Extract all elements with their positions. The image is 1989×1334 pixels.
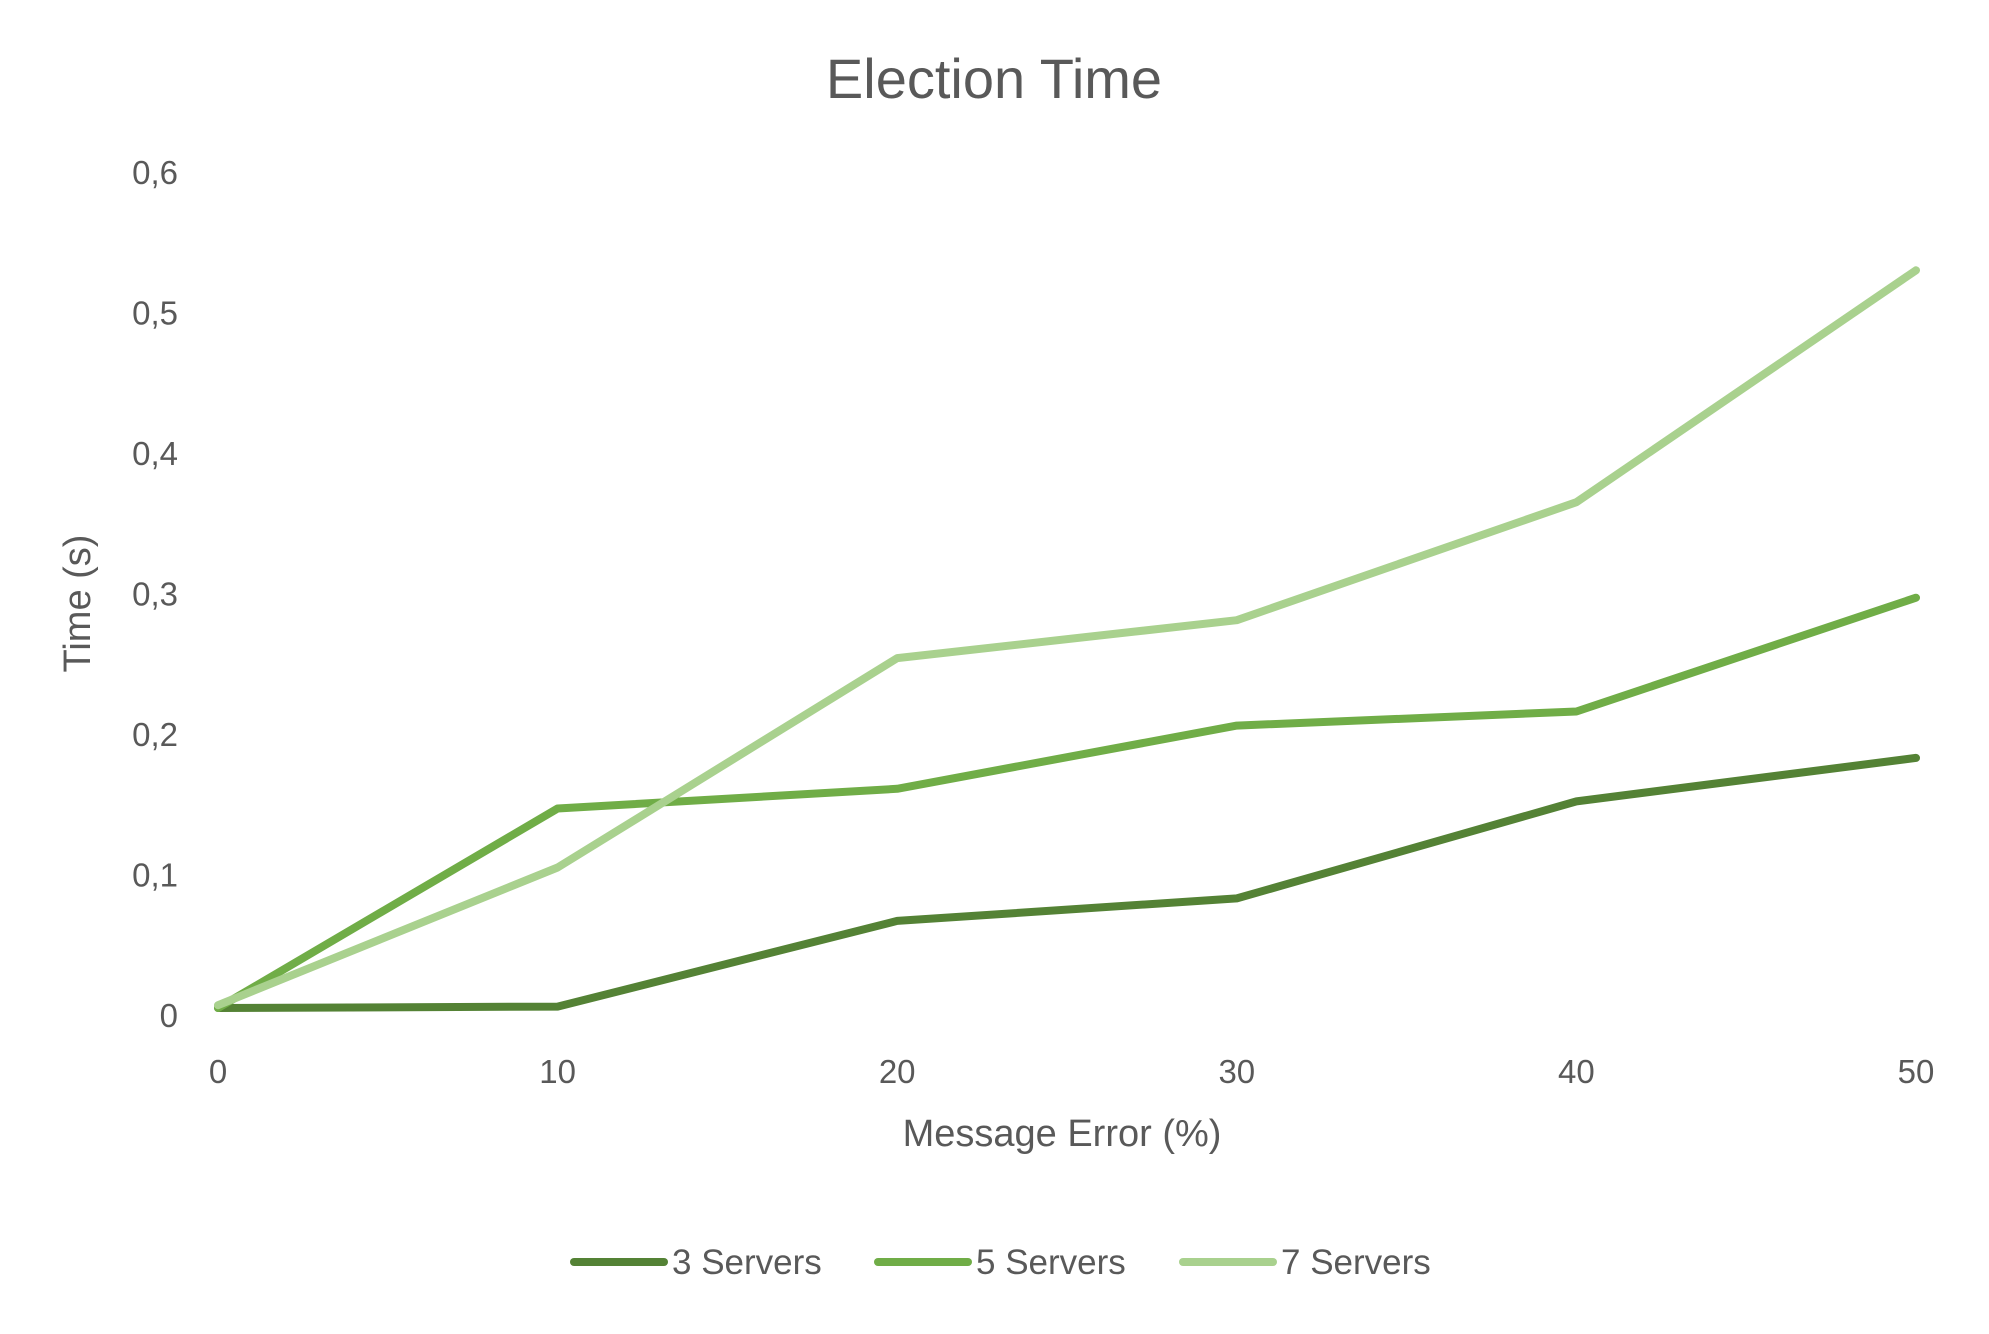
series-line-2: [214, 593, 1920, 1012]
y-axis-label: Time (s): [57, 535, 99, 673]
y-tick-label: 0,3: [132, 576, 178, 613]
y-axis-ticks: 0 0,1 0,2 0,3 0,4 0,5 0,6: [132, 154, 178, 1034]
x-tick-label: 10: [539, 1053, 576, 1090]
x-axis-label: Message Error (%): [903, 1113, 1222, 1155]
y-tick-label: 0: [160, 997, 178, 1034]
legend-label: 3 Servers: [672, 1243, 822, 1282]
legend-label: 7 Servers: [1281, 1243, 1431, 1282]
legend: 3 Servers 5 Servers 7 Servers: [570, 1243, 1431, 1282]
x-tick-label: 40: [1558, 1053, 1595, 1090]
series-line-1: [214, 753, 1920, 1012]
y-tick-label: 0,2: [132, 716, 178, 753]
x-tick-label: 50: [1898, 1053, 1935, 1090]
y-tick-label: 0,6: [132, 154, 178, 191]
x-tick-label: 0: [209, 1053, 227, 1090]
x-tick-label: 30: [1218, 1053, 1255, 1090]
y-tick-label: 0,5: [132, 295, 178, 332]
chart-title: Election Time: [826, 47, 1162, 110]
legend-label: 5 Servers: [976, 1243, 1126, 1282]
series-line-3: [214, 266, 1920, 1010]
x-axis-ticks: 0 10 20 30 40 50: [209, 1053, 1935, 1090]
y-tick-label: 0,4: [132, 435, 178, 472]
series-lines: [214, 266, 1920, 1012]
y-tick-label: 0,1: [132, 857, 178, 894]
x-tick-label: 20: [879, 1053, 916, 1090]
